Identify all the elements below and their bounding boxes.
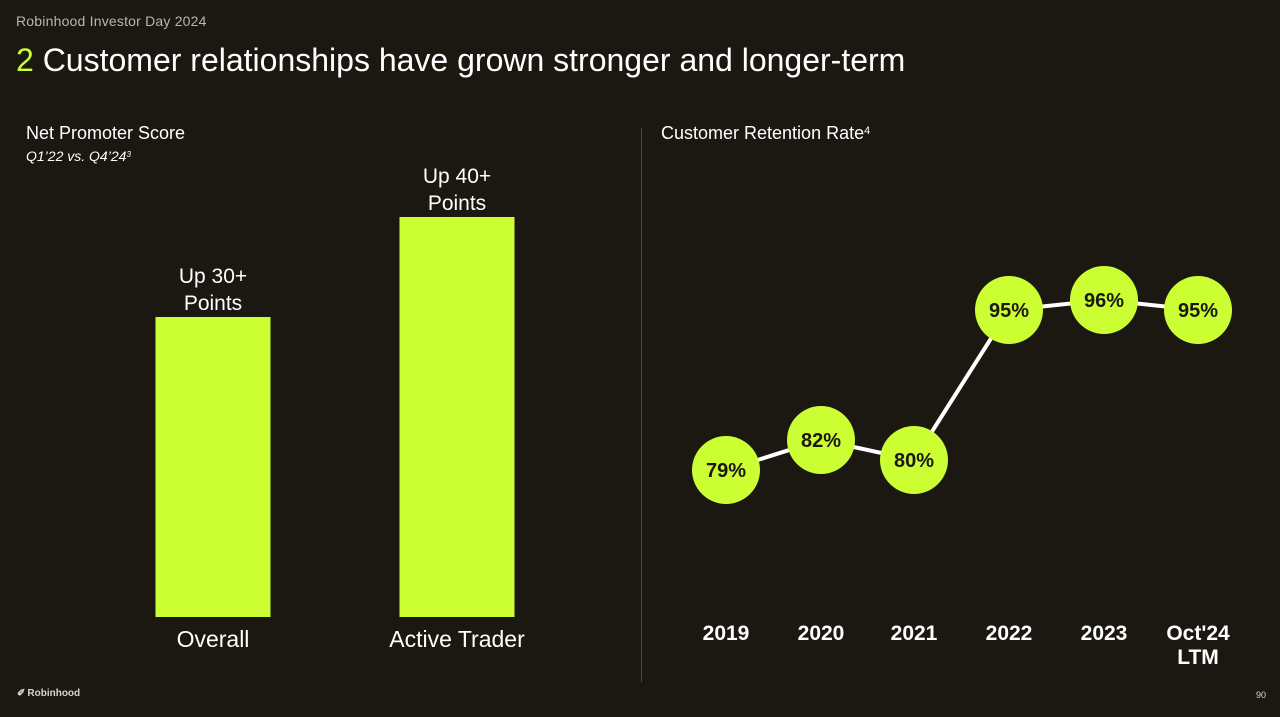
bar-data-label: Up 30+: [179, 265, 247, 288]
data-label: 80%: [894, 450, 934, 472]
bar-data-label: Up 40+: [423, 165, 491, 188]
data-label: 95%: [989, 300, 1029, 322]
slide-title: 2 Customer relationships have grown stro…: [16, 42, 905, 79]
nps-subtitle-text: Q1’22 vs. Q4’24: [26, 148, 127, 164]
data-label: 95%: [1178, 300, 1218, 322]
category-label: Active Trader: [389, 626, 525, 652]
bar: [155, 317, 271, 617]
x-tick-label: 2019: [703, 622, 750, 645]
data-point: [880, 426, 948, 494]
title-number: 2: [16, 42, 34, 78]
page-number: 90: [1255, 690, 1266, 700]
data-point: [1070, 266, 1138, 334]
data-point: [1164, 276, 1232, 344]
header-eyebrow: Robinhood Investor Day 2024: [16, 13, 207, 29]
category-label: Overall: [177, 626, 250, 652]
footer-logo: ✐ Robinhood: [17, 688, 80, 699]
retention-chart-title: Customer Retention Rate4: [661, 123, 870, 144]
bar-data-label: Points: [184, 292, 242, 315]
data-label: 79%: [706, 460, 746, 482]
x-tick-label: 2020: [798, 622, 845, 645]
x-tick-label: 2022: [986, 622, 1033, 645]
feather-logo-icon: ✐: [17, 688, 26, 699]
retention-title-text: Customer Retention Rate: [661, 123, 865, 143]
x-tick-label: LTM: [1177, 646, 1219, 669]
bar-data-label: Points: [428, 192, 486, 215]
x-tick-label: 2023: [1081, 622, 1128, 645]
bar: [399, 217, 515, 617]
footnote-marker: 3: [126, 148, 132, 159]
nps-chart-title: Net Promoter Score: [26, 123, 186, 143]
data-point: [787, 406, 855, 474]
footer-brand: Robinhood: [27, 688, 81, 699]
x-tick-label: 2021: [891, 622, 938, 645]
x-tick-label: Oct'24: [1166, 622, 1230, 645]
data-point: [975, 276, 1043, 344]
title-text: Customer relationships have grown strong…: [42, 42, 906, 78]
panel-divider: [641, 128, 642, 682]
data-point: [692, 436, 760, 504]
data-label: 82%: [801, 430, 841, 452]
nps-chart-subtitle: Q1’22 vs. Q4’243: [26, 148, 131, 164]
data-label: 96%: [1084, 290, 1124, 312]
footnote-marker: 4: [864, 124, 871, 137]
nps-bar-chart: Up 30+ Points Overall Up 40+ Points Active Tr…: [155, 165, 525, 652]
